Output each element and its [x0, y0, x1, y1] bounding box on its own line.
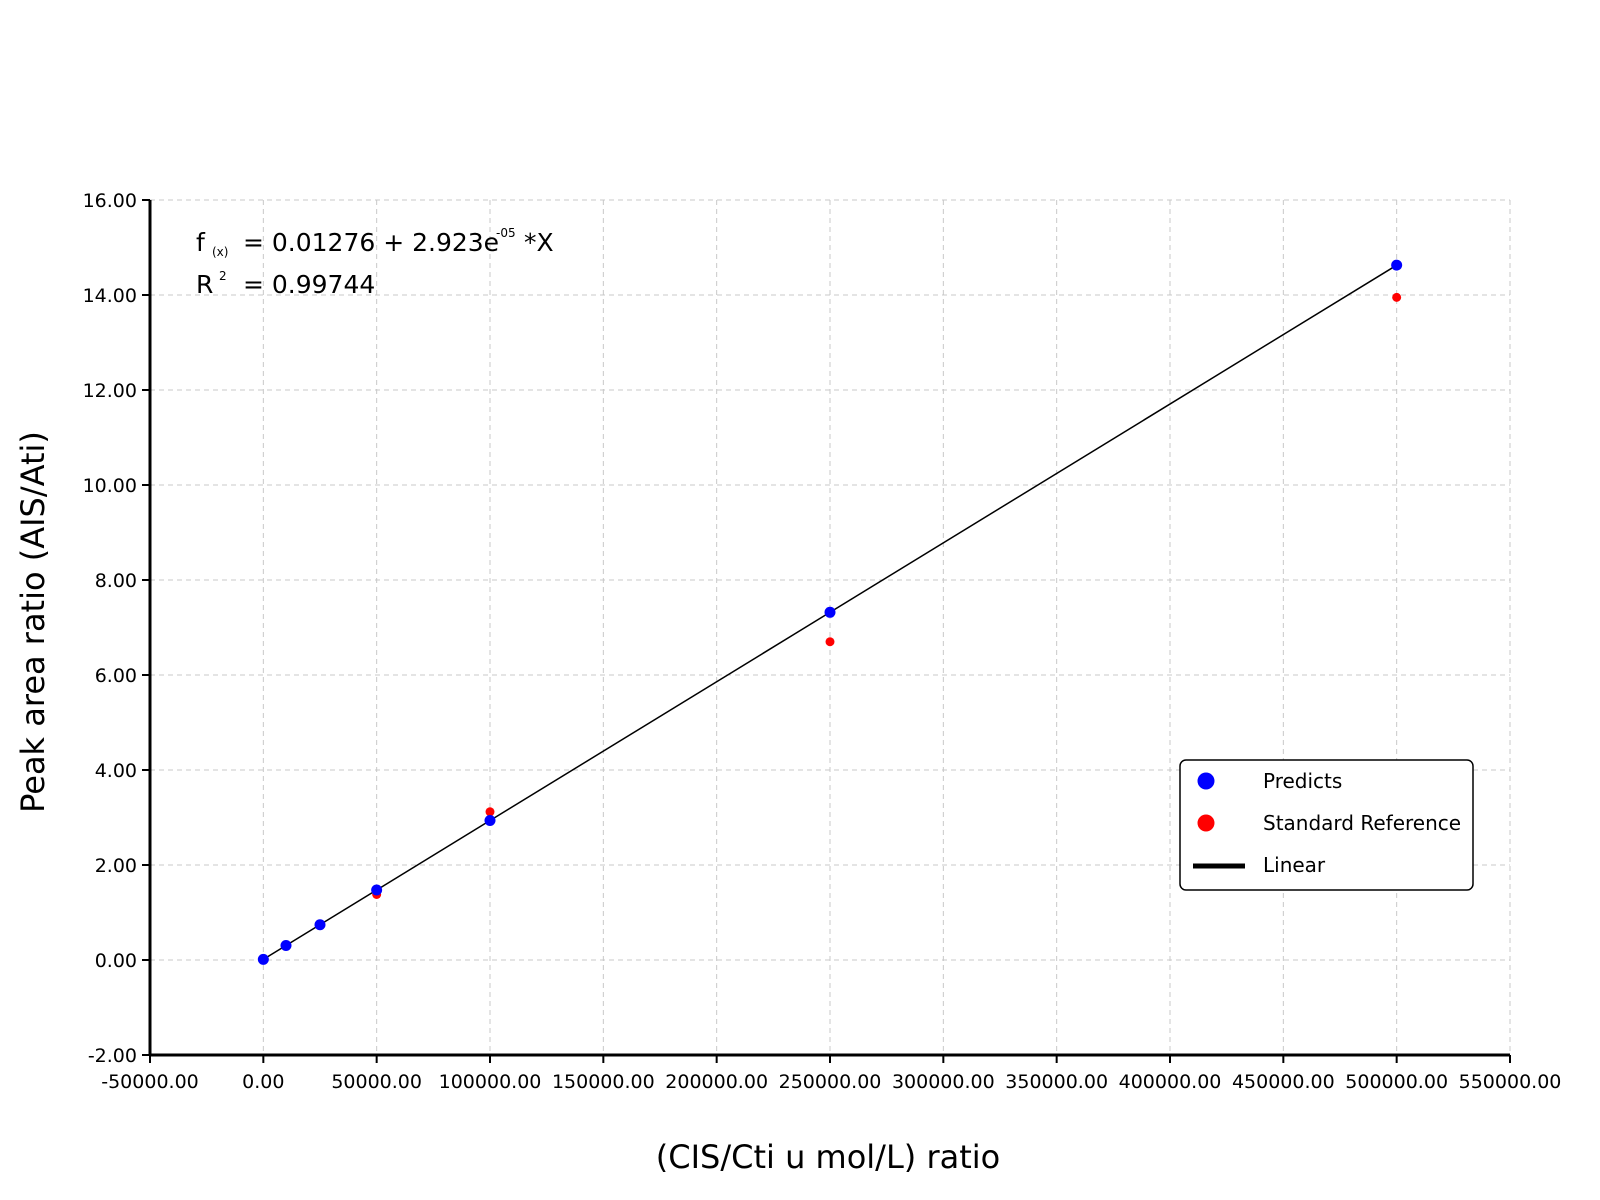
legend-marker-standard-reference	[1197, 814, 1215, 832]
y-tick-label: 10.00	[83, 475, 137, 497]
x-tick-label: 200000.00	[665, 1071, 768, 1093]
y-tick-label: -2.00	[88, 1045, 137, 1067]
x-tick-label: 50000.00	[331, 1071, 422, 1093]
y-tick-label: 0.00	[95, 950, 137, 972]
x-tick-label: 550000.00	[1459, 1071, 1562, 1093]
y-tick-label: 16.00	[83, 190, 137, 212]
x-tick-label: -50000.00	[101, 1071, 199, 1093]
y-tick-label: 8.00	[95, 570, 137, 592]
equation-f-exponent: -05	[496, 226, 516, 240]
equation-f-body: = 0.01276 + 2.923e	[243, 228, 499, 257]
equation-r-prefix: R	[196, 270, 213, 299]
y-tick-label: 2.00	[95, 855, 137, 877]
x-axis-title: (CIS/Cti u mol/L) ratio	[656, 1138, 1000, 1176]
legend-label-linear: Linear	[1263, 853, 1326, 877]
plot-marks	[257, 259, 1403, 965]
x-tick-label: 0.00	[242, 1071, 284, 1093]
legend-marker-predicts	[1197, 772, 1215, 790]
x-tick-label: 500000.00	[1345, 1071, 1448, 1093]
x-tick-label: 100000.00	[439, 1071, 542, 1093]
equation-f-subscript: (x)	[212, 245, 228, 259]
predicts-point	[371, 884, 383, 896]
equation-r-body: = 0.99744	[243, 270, 375, 299]
x-tick-label: 450000.00	[1232, 1071, 1335, 1093]
standard-reference-point	[1392, 292, 1402, 302]
predicts-point	[280, 940, 292, 952]
predicts-point	[314, 919, 326, 931]
y-tick-label: 4.00	[95, 760, 137, 782]
legend-label-predicts: Predicts	[1263, 769, 1342, 793]
y-axis-ticks: -2.00 0.00 2.00 4.00 6.00 8.00 10.00 12.00 14.00…	[83, 190, 150, 1067]
x-tick-label: 400000.00	[1119, 1071, 1222, 1093]
standard-reference-point	[485, 807, 495, 817]
y-tick-label: 14.00	[83, 285, 137, 307]
y-tick-label: 12.00	[83, 380, 137, 402]
x-axis-ticks: -50000.00 0.00 50000.00 100000.00 150000.00 2…	[101, 1055, 1561, 1093]
legend-box	[1179, 759, 1474, 891]
y-axis-title: Peak area ratio (AIS/Ati)	[14, 431, 52, 813]
x-tick-label: 250000.00	[779, 1071, 882, 1093]
predicts-point	[257, 953, 269, 965]
x-tick-label: 150000.00	[552, 1071, 655, 1093]
legend-label-standard-reference: Standard Reference	[1263, 811, 1461, 835]
predicts-point	[484, 815, 496, 827]
predicts-point	[1391, 259, 1403, 271]
equation-f-prefix: f	[196, 228, 206, 257]
regression-equation: f (x) = 0.01276 + 2.923e -05 *X R 2 = 0.…	[196, 226, 554, 299]
equation-f-tail: *X	[524, 228, 554, 257]
grid-lines	[150, 199, 1511, 1055]
x-tick-label: 300000.00	[892, 1071, 995, 1093]
standard-reference-point	[825, 637, 835, 647]
equation-r-superscript: 2	[219, 269, 227, 283]
legend: Predicts Standard Reference Linear	[1179, 759, 1474, 891]
x-tick-label: 350000.00	[1005, 1071, 1108, 1093]
y-tick-label: 6.00	[95, 665, 137, 687]
predicts-point	[824, 606, 836, 618]
